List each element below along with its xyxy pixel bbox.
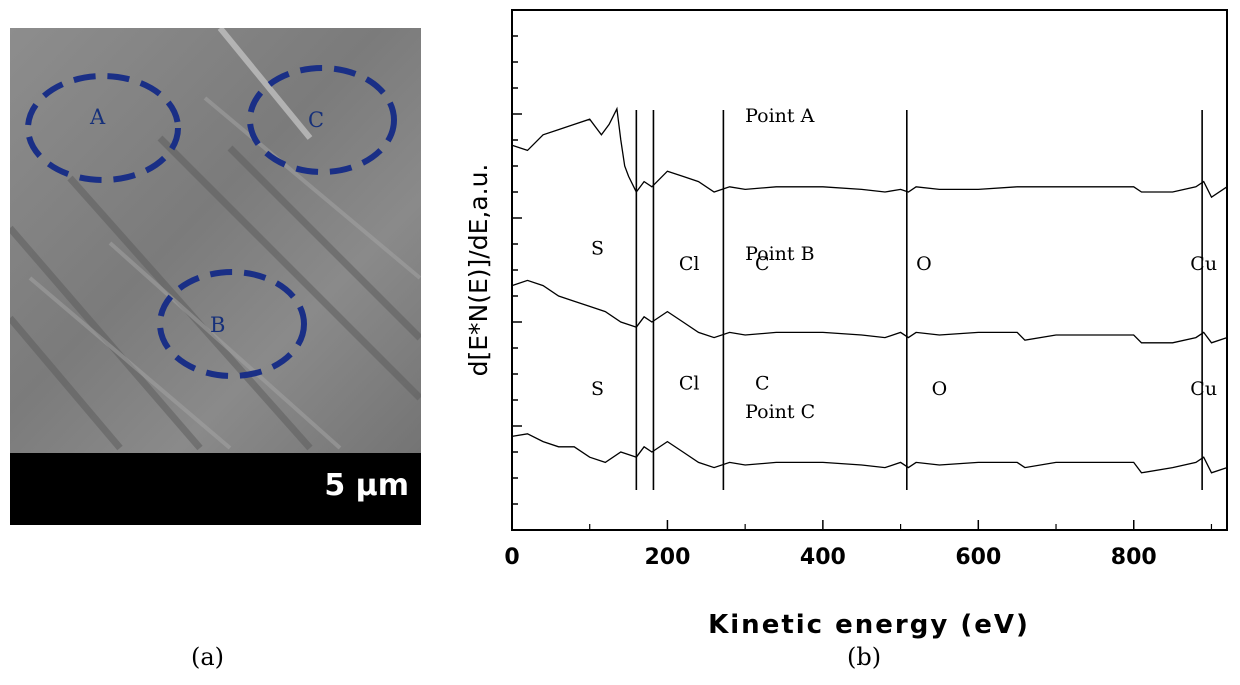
point-a-label: A (90, 105, 106, 129)
series-label: Point A (745, 105, 814, 127)
aes-spectrum-chart: 0 200 400 600 800 Point A Point B Point C S Cl C… (464, 9, 1228, 640)
element-annotation: Cl (679, 373, 700, 395)
element-annotation: C (755, 253, 770, 275)
x-tick-label: 600 (955, 545, 1001, 570)
point-b-marker (157, 269, 307, 379)
plot-frame (511, 9, 1228, 531)
sem-image-panel: A C B 5 µm (10, 28, 421, 525)
x-tick-label: 200 (644, 545, 690, 570)
caption-a: (a) (191, 643, 225, 671)
element-annotation: Cl (679, 253, 700, 275)
point-b-label: B (210, 313, 226, 337)
x-tick-label: 800 (1111, 545, 1157, 570)
x-tick-label: 0 (504, 545, 519, 570)
element-annotation: Cu (1190, 253, 1217, 275)
scale-bar-strip (10, 453, 421, 525)
point-c-label: C (308, 108, 325, 132)
x-axis-title: Kinetic energy (eV) (708, 610, 1030, 640)
scale-bar-label: 5 µm (324, 468, 409, 503)
point-c-marker (247, 65, 397, 175)
point-a-marker (25, 73, 181, 183)
element-annotation: S (591, 237, 604, 259)
element-annotation: C (755, 373, 770, 395)
series-label: Point C (745, 401, 815, 423)
spectrum-line-point-c (511, 433, 1228, 474)
x-tick-label: 400 (800, 545, 846, 570)
element-annotation: Cu (1190, 378, 1217, 400)
spectrum-line-point-a (511, 106, 1228, 199)
spectrum-line-point-b (511, 279, 1228, 344)
element-annotation: O (916, 253, 932, 275)
sem-surface (10, 28, 421, 453)
sem-micrograph (10, 28, 421, 525)
element-annotation: O (932, 378, 948, 400)
element-annotation: S (591, 378, 604, 400)
caption-b: (b) (847, 643, 882, 671)
series-label: Point B (745, 243, 814, 265)
y-axis-title: d[E*N(E)]/dE,a.u. (464, 164, 493, 377)
